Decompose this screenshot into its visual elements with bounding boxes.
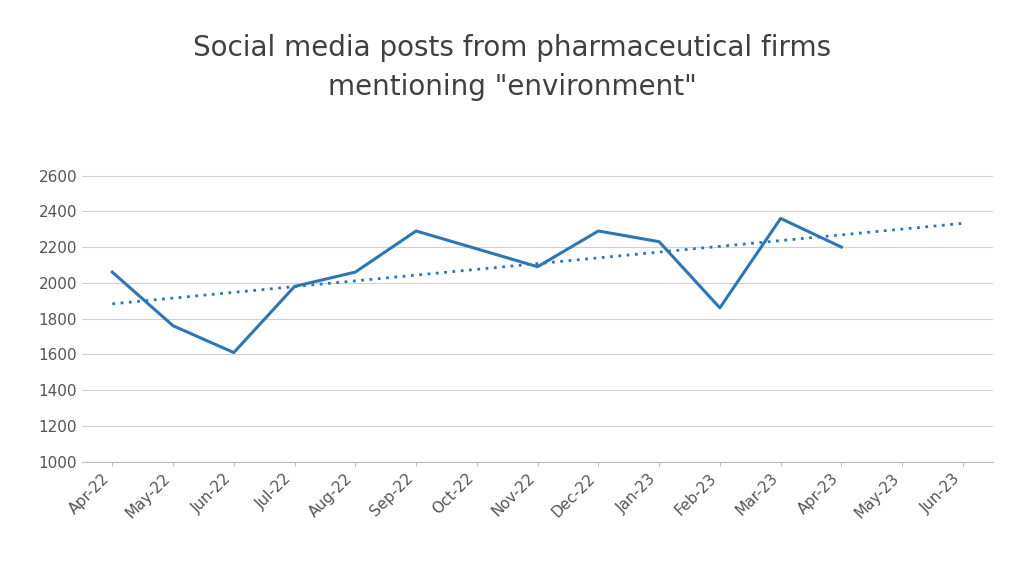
Text: Social media posts from pharmaceutical firms
mentioning "environment": Social media posts from pharmaceutical f… bbox=[193, 34, 831, 101]
